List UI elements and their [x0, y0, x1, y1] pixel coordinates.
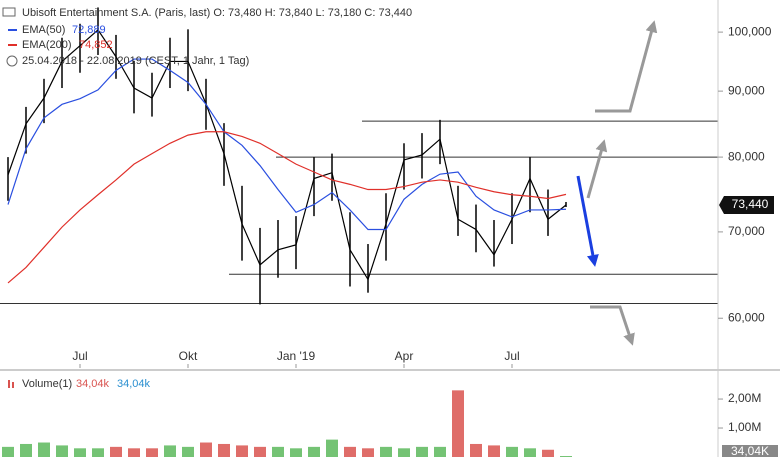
legend-label: EMA(50) — [22, 24, 65, 36]
y-tick-label: 100,000 — [728, 24, 772, 38]
icon — [2, 7, 16, 17]
volume-bar — [146, 448, 158, 457]
y-tick-label: 2,00M — [728, 391, 761, 405]
volume-bar — [74, 448, 86, 457]
title: Ubisoft Entertainment S.A. (Paris, last)… — [22, 7, 412, 19]
volume-bar — [362, 448, 374, 457]
volume-bar — [506, 446, 518, 457]
y-tick-label: 60,000 — [728, 310, 765, 324]
volume-bar — [182, 446, 194, 457]
volume-bar — [56, 445, 68, 457]
x-tick-label: Jul — [504, 349, 519, 363]
volume-bar — [218, 443, 230, 457]
legend-label: EMA(200) — [22, 39, 72, 51]
legend-label: Volume(1) — [22, 378, 72, 390]
icon — [8, 380, 10, 388]
volume-bar — [20, 443, 32, 457]
volume-tag — [722, 445, 778, 457]
volume-bar — [200, 442, 212, 457]
date-range: 25.04.2018 - 22.08.2019 (CEST, 1 Jahr, 1… — [22, 55, 249, 67]
price-tag — [719, 196, 774, 215]
legend-value: 72,889 — [72, 24, 106, 36]
volume-bar — [344, 446, 356, 457]
arrow-down — [576, 175, 599, 267]
y-tick-label: 80,000 — [728, 149, 765, 163]
y-tick-label: 90,000 — [728, 83, 765, 97]
volume-bar — [128, 448, 140, 457]
volume-bar — [416, 446, 428, 457]
ema-line — [7, 58, 567, 231]
volume-bar — [398, 448, 410, 457]
y-tick-label: 1,00M — [728, 420, 761, 434]
volume-bar — [290, 448, 302, 457]
x-tick-label: Jan '19 — [277, 349, 316, 363]
volume-bar — [524, 448, 536, 457]
volume-bar — [434, 446, 446, 457]
x-tick-label: Apr — [395, 349, 414, 363]
arrow-down — [590, 305, 635, 346]
legend-value: 34,04k — [76, 378, 110, 390]
volume-tag-label: 34,04K — [731, 444, 769, 457]
volume-bar — [38, 442, 50, 457]
x-tick-label: Okt — [179, 349, 198, 363]
volume-bar — [272, 446, 284, 457]
volume-bar — [308, 446, 320, 457]
volume-bar — [2, 446, 14, 457]
volume-bar — [380, 446, 392, 457]
legend-value: 34,04k — [117, 378, 151, 390]
volume-bar — [254, 446, 266, 457]
clock-icon — [6, 55, 18, 67]
ema-line — [7, 131, 567, 284]
y-tick-label: 70,000 — [728, 224, 765, 238]
volume-bar — [92, 448, 104, 457]
legend-value: 74,852 — [79, 39, 113, 51]
volume-bar — [110, 446, 122, 457]
icon — [12, 382, 14, 388]
annotations — [576, 20, 658, 346]
volume-bar — [326, 439, 338, 457]
arrow-up — [595, 20, 658, 113]
header: Ubisoft Entertainment S.A. (Paris, last)… — [2, 7, 412, 390]
arrow-up — [586, 139, 608, 199]
plot-area — [0, 7, 718, 457]
volume-bar — [452, 390, 464, 457]
x-tick-label: Jul — [72, 349, 87, 363]
volume-bar — [236, 445, 248, 457]
volume-bar — [164, 445, 176, 457]
volume-bar — [488, 445, 500, 457]
volume-bar — [470, 443, 482, 457]
price-line — [7, 28, 567, 281]
volume-bar — [542, 449, 554, 457]
price-tag-label: 73,440 — [732, 197, 769, 211]
